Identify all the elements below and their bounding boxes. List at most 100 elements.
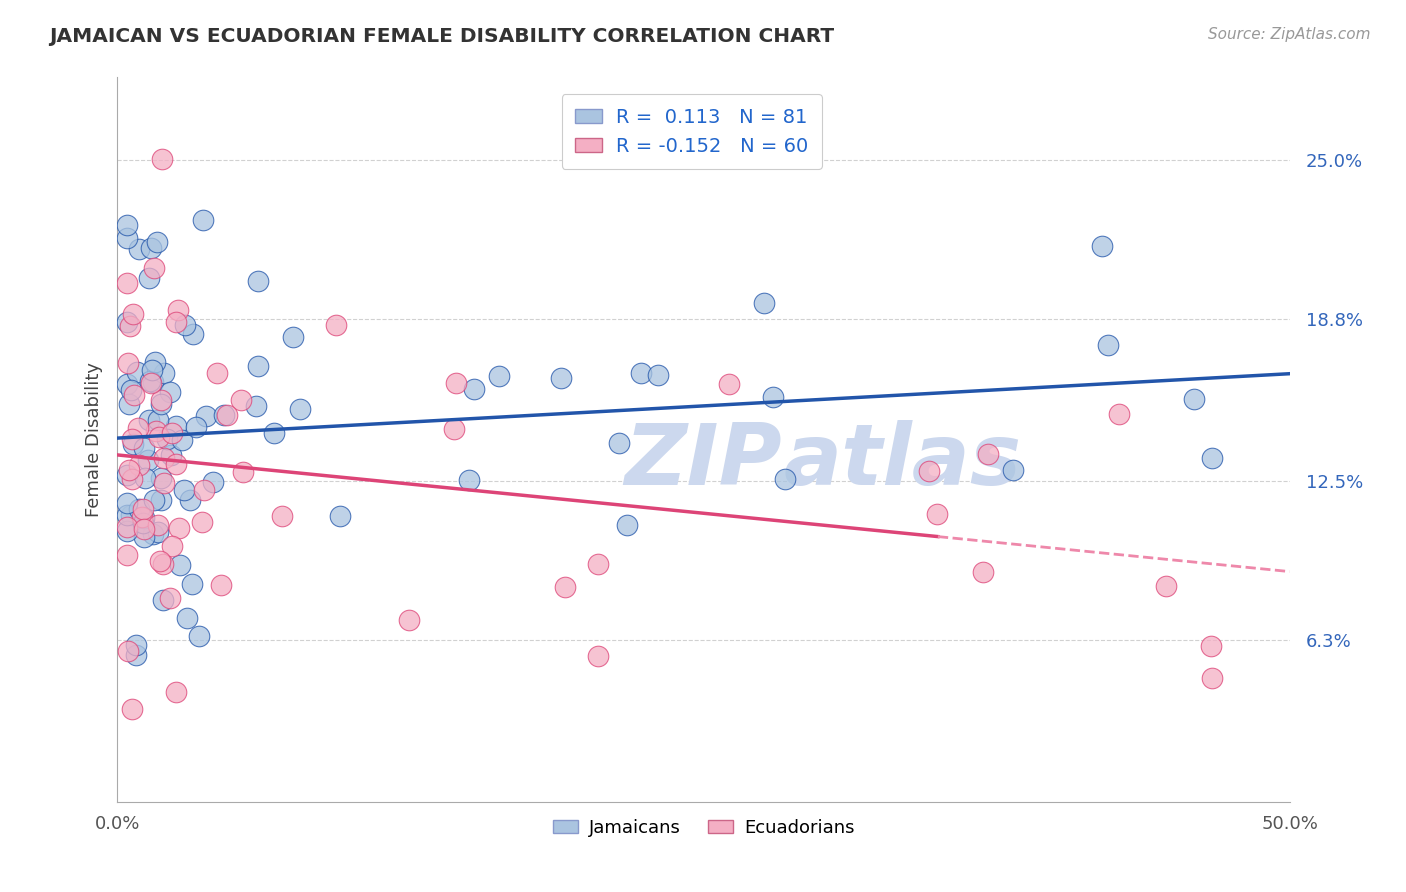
- Point: [132, 522, 155, 536]
- Point: [134, 511, 156, 525]
- Point: [281, 329, 304, 343]
- Text: JAMAICAN VS ECUADORIAN FEMALE DISABILITY CORRELATION CHART: JAMAICAN VS ECUADORIAN FEMALE DISABILITY…: [49, 27, 834, 45]
- Point: [145, 424, 167, 438]
- Point: [173, 483, 195, 498]
- Point: [1108, 407, 1130, 421]
- Text: atlas: atlas: [783, 420, 1022, 503]
- Point: [121, 702, 143, 716]
- Point: [180, 576, 202, 591]
- Point: [165, 419, 187, 434]
- Point: [120, 508, 142, 523]
- Point: [630, 366, 652, 380]
- Point: [191, 515, 214, 529]
- Point: [1182, 392, 1205, 407]
- Point: [115, 548, 138, 562]
- Point: [160, 448, 183, 462]
- Point: [186, 419, 208, 434]
- Point: [118, 397, 141, 411]
- Point: [115, 467, 138, 482]
- Point: [128, 243, 150, 257]
- Point: [173, 318, 195, 332]
- Point: [115, 524, 138, 538]
- Point: [148, 518, 170, 533]
- Point: [150, 153, 173, 167]
- Point: [117, 356, 139, 370]
- Point: [609, 436, 631, 450]
- Point: [207, 366, 229, 380]
- Text: Source: ZipAtlas.com: Source: ZipAtlas.com: [1208, 27, 1371, 42]
- Point: [115, 277, 138, 291]
- Point: [918, 464, 941, 478]
- Point: [245, 399, 267, 413]
- Point: [977, 447, 1000, 461]
- Point: [120, 319, 142, 334]
- Point: [152, 558, 174, 572]
- Point: [1097, 338, 1119, 352]
- Point: [647, 368, 669, 383]
- Point: [925, 507, 948, 521]
- Point: [115, 508, 138, 522]
- Point: [115, 230, 138, 244]
- Point: [152, 450, 174, 465]
- Point: [246, 359, 269, 374]
- Point: [117, 644, 139, 658]
- Point: [132, 441, 155, 455]
- Point: [132, 502, 155, 516]
- Point: [131, 510, 153, 524]
- Point: [773, 472, 796, 486]
- Point: [325, 318, 347, 332]
- Point: [972, 565, 994, 579]
- Point: [122, 307, 145, 321]
- Point: [146, 413, 169, 427]
- Point: [181, 327, 204, 342]
- Point: [120, 383, 142, 397]
- Point: [125, 638, 148, 652]
- Point: [122, 388, 145, 402]
- Point: [138, 453, 160, 467]
- Point: [232, 465, 254, 479]
- Point: [288, 402, 311, 417]
- Point: [134, 471, 156, 485]
- Point: [149, 492, 172, 507]
- Point: [1201, 671, 1223, 685]
- Point: [143, 492, 166, 507]
- Point: [1154, 579, 1177, 593]
- Point: [138, 270, 160, 285]
- Point: [271, 508, 294, 523]
- Point: [138, 413, 160, 427]
- Point: [115, 315, 138, 329]
- Point: [162, 425, 184, 440]
- Point: [398, 613, 420, 627]
- Point: [141, 375, 163, 389]
- Point: [187, 629, 209, 643]
- Point: [217, 408, 239, 422]
- Point: [169, 558, 191, 572]
- Point: [179, 493, 201, 508]
- Point: [1001, 463, 1024, 477]
- Point: [209, 578, 232, 592]
- Point: [263, 426, 285, 441]
- Point: [247, 274, 270, 288]
- Point: [139, 241, 162, 255]
- Y-axis label: Female Disability: Female Disability: [86, 362, 103, 517]
- Point: [142, 526, 165, 541]
- Point: [165, 458, 187, 472]
- Point: [165, 315, 187, 329]
- Point: [149, 392, 172, 407]
- Point: [1201, 451, 1223, 466]
- Point: [586, 557, 609, 571]
- Point: [115, 520, 138, 534]
- Point: [457, 473, 479, 487]
- Point: [159, 384, 181, 399]
- Point: [616, 517, 638, 532]
- Point: [444, 376, 467, 391]
- Point: [586, 649, 609, 664]
- Point: [115, 495, 138, 509]
- Point: [145, 235, 167, 250]
- Point: [139, 375, 162, 389]
- Point: [176, 611, 198, 625]
- Point: [141, 363, 163, 377]
- Point: [141, 376, 163, 390]
- Point: [121, 437, 143, 451]
- Point: [115, 377, 138, 392]
